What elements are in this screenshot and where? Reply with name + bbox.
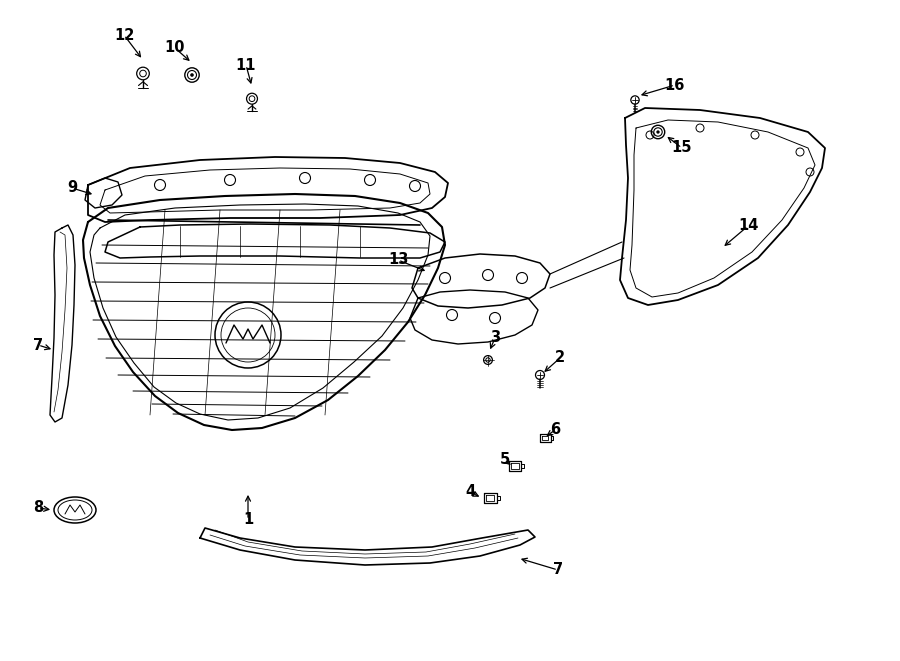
Text: 5: 5 <box>500 453 510 467</box>
Circle shape <box>190 73 194 77</box>
Text: 12: 12 <box>113 28 134 42</box>
Text: 14: 14 <box>738 219 758 233</box>
Text: 15: 15 <box>671 141 692 155</box>
Text: 13: 13 <box>388 253 409 268</box>
Text: 4: 4 <box>465 485 475 500</box>
Text: 11: 11 <box>236 58 256 73</box>
Text: 7: 7 <box>553 563 563 578</box>
Text: 8: 8 <box>33 500 43 516</box>
Text: 9: 9 <box>67 180 77 196</box>
Text: 10: 10 <box>165 40 185 56</box>
Text: 1: 1 <box>243 512 253 527</box>
Text: 7: 7 <box>33 338 43 352</box>
Circle shape <box>656 130 660 134</box>
Text: 6: 6 <box>550 422 560 438</box>
Text: 3: 3 <box>490 330 500 346</box>
Text: 16: 16 <box>665 77 685 93</box>
Text: 2: 2 <box>555 350 565 366</box>
